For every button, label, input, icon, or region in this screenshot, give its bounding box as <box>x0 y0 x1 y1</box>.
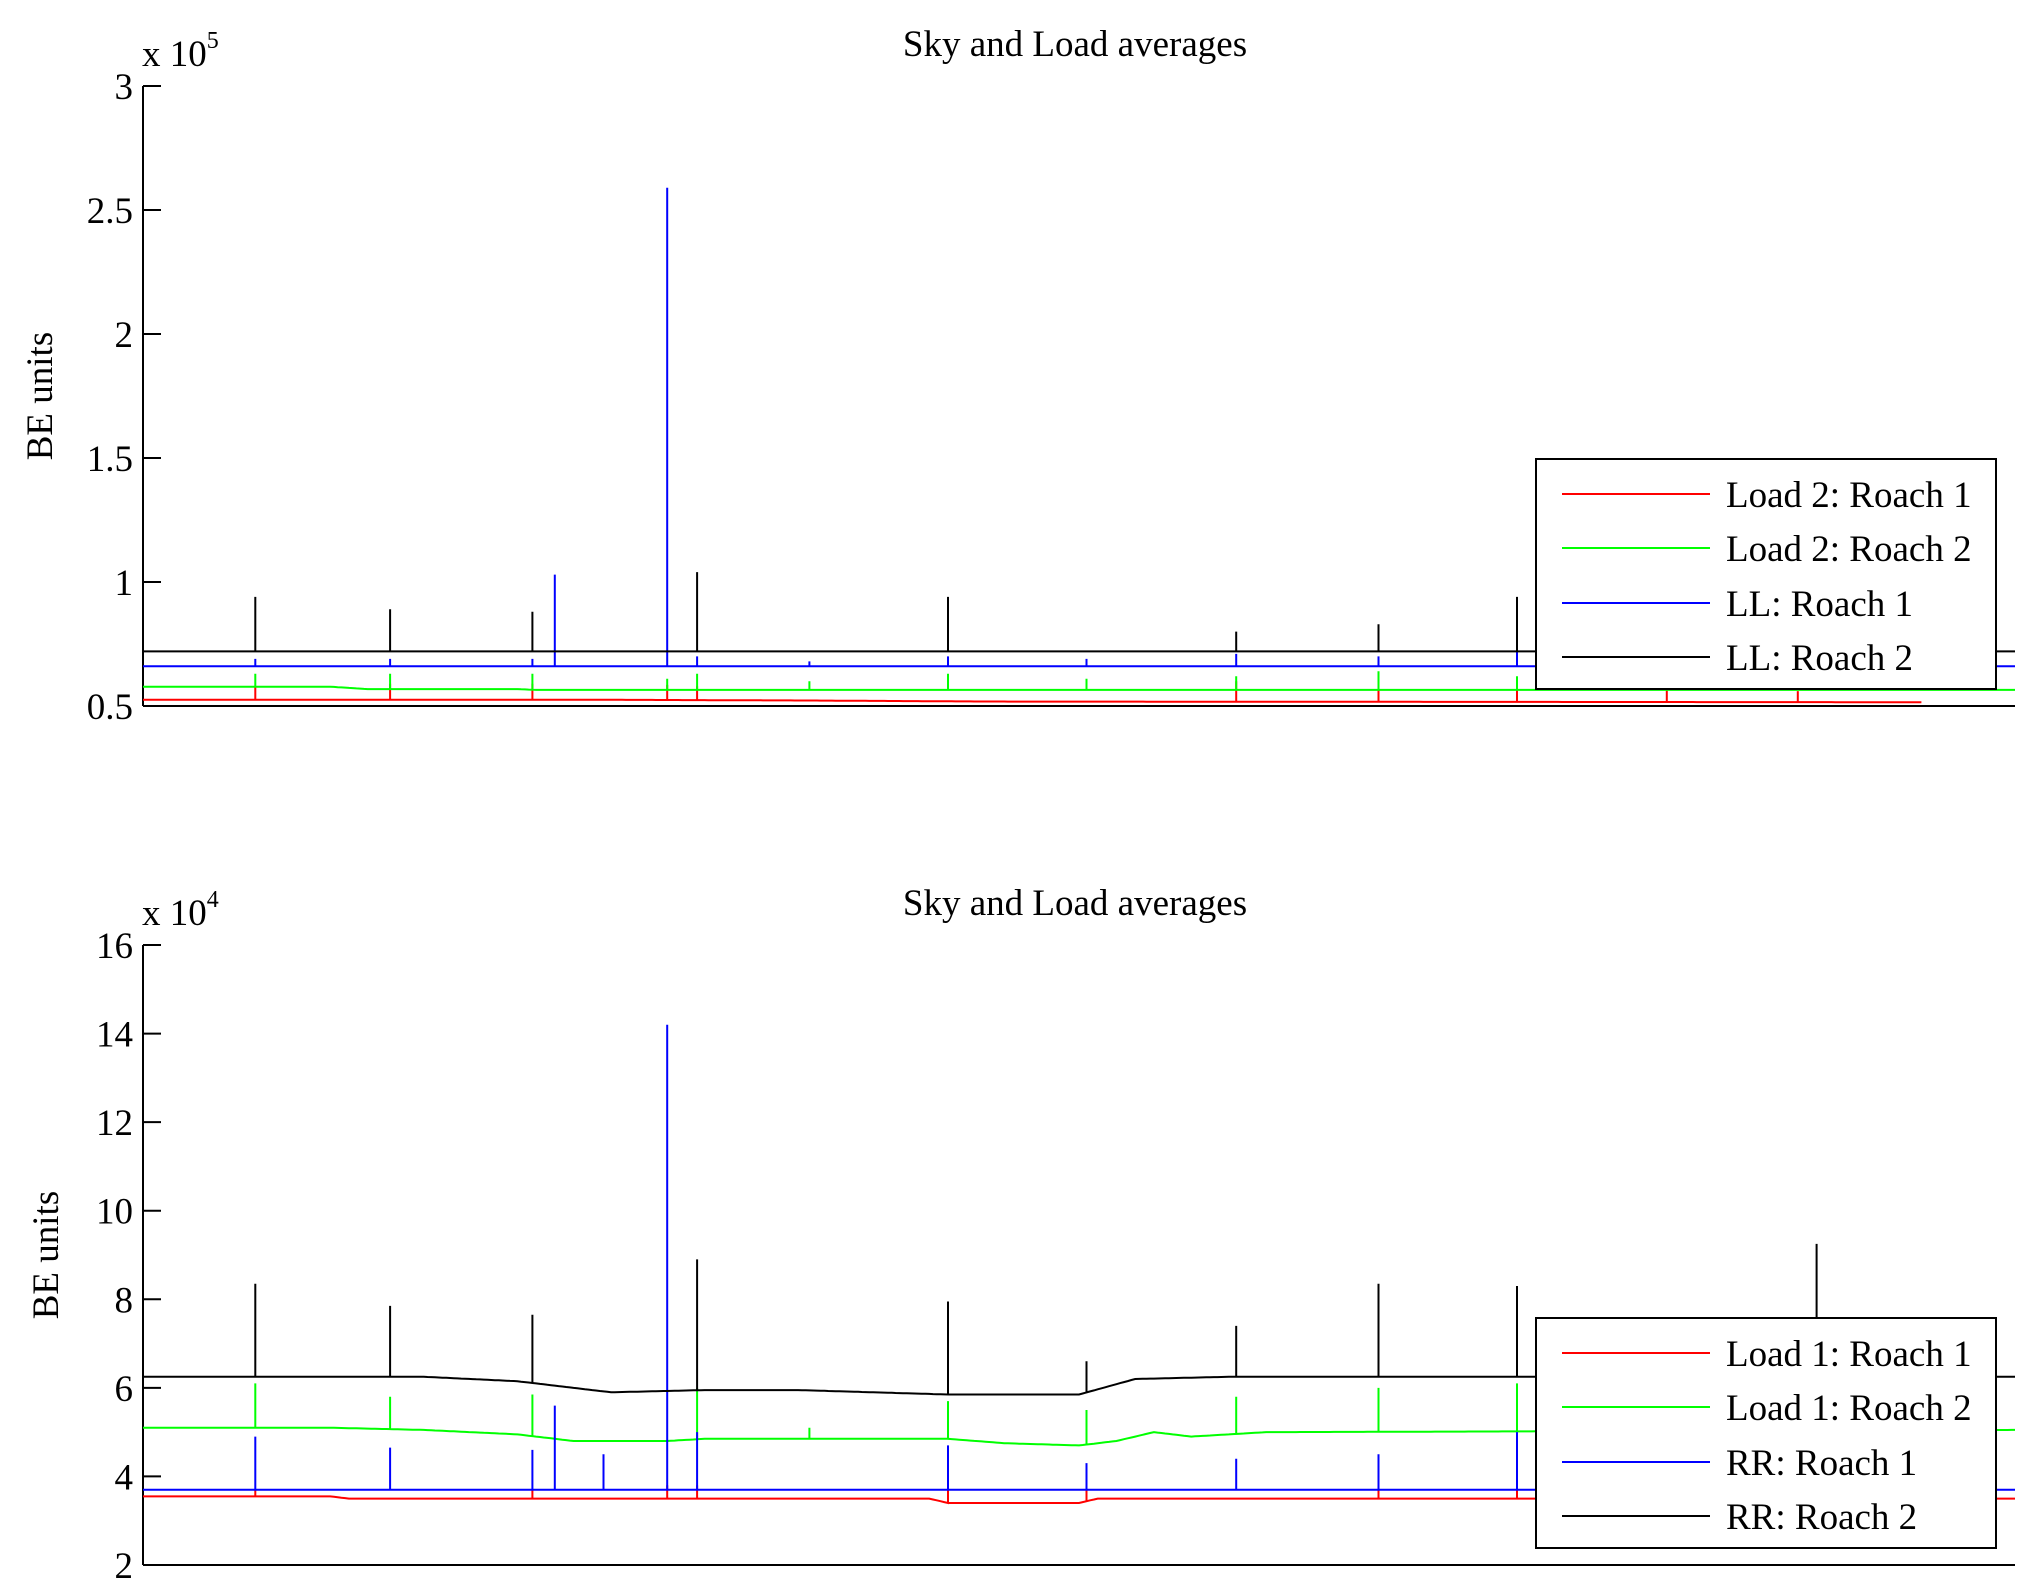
top-y-tick-label: 2.5 <box>87 191 133 232</box>
top-y-tick-label: 1 <box>115 563 134 604</box>
bottom-y-exponent-power: 4 <box>207 887 219 913</box>
bottom-legend-box <box>1535 1317 1997 1549</box>
top-y-tick-label: 1.5 <box>87 439 133 480</box>
bottom-y-tick-label: 2 <box>115 1546 134 1587</box>
bottom-legend-label-1: Load 1: Roach 2 <box>1726 1388 1972 1429</box>
top-y-tick-label: 3 <box>115 67 134 108</box>
bottom-y-tick-label: 12 <box>96 1103 133 1144</box>
bottom-chart: Sky and Load averages BE units x 104 246… <box>26 883 2015 1587</box>
top-legend-label-0: Load 2: Roach 1 <box>1726 475 1972 516</box>
bottom-legend-label-2: RR: Roach 1 <box>1726 1443 1917 1484</box>
top-y-exponent-power: 5 <box>207 28 219 54</box>
bottom-chart-title: Sky and Load averages <box>903 883 1247 924</box>
bottom-y-tick-label: 14 <box>96 1015 133 1056</box>
top-y-exponent: x 105 <box>142 28 219 75</box>
top-series-line-0 <box>143 681 1922 704</box>
bottom-legend-label-3: RR: Roach 2 <box>1726 1497 1917 1538</box>
top-legend-box <box>1535 458 1997 690</box>
top-legend-label-1: Load 2: Roach 2 <box>1726 529 1972 570</box>
top-legend: Load 2: Roach 1 Load 2: Roach 2 LL: Roac… <box>1535 458 1997 690</box>
top-y-exponent-base: x 10 <box>142 34 207 75</box>
bottom-legend: Load 1: Roach 1 Load 1: Roach 2 RR: Roac… <box>1535 1317 1997 1549</box>
bottom-y-exponent-base: x 10 <box>142 893 207 934</box>
top-y-tick-label: 0.5 <box>87 687 133 728</box>
bottom-y-exponent: x 104 <box>142 887 219 934</box>
top-chart-title: Sky and Load averages <box>903 24 1247 65</box>
top-y-ticks: 0.5 1 1.5 2 2.5 3 <box>87 67 161 728</box>
top-y-axis-label: BE units <box>20 332 61 461</box>
bottom-y-tick-label: 8 <box>115 1280 134 1321</box>
bottom-y-tick-label: 6 <box>115 1369 134 1410</box>
bottom-y-tick-label: 16 <box>96 926 133 967</box>
bottom-y-ticks: 2 4 6 8 10 12 14 16 <box>96 926 161 1587</box>
top-legend-label-2: LL: Roach 1 <box>1726 584 1913 625</box>
bottom-y-axis-label: BE units <box>26 1191 67 1320</box>
top-legend-label-3: LL: Roach 2 <box>1726 638 1913 679</box>
bottom-legend-label-0: Load 1: Roach 1 <box>1726 1334 1972 1375</box>
bottom-y-tick-label: 10 <box>96 1192 133 1233</box>
bottom-y-tick-label: 4 <box>115 1457 134 1498</box>
top-chart: Sky and Load averages BE units x 105 0.5… <box>20 24 2015 728</box>
top-y-tick-label: 2 <box>115 315 134 356</box>
